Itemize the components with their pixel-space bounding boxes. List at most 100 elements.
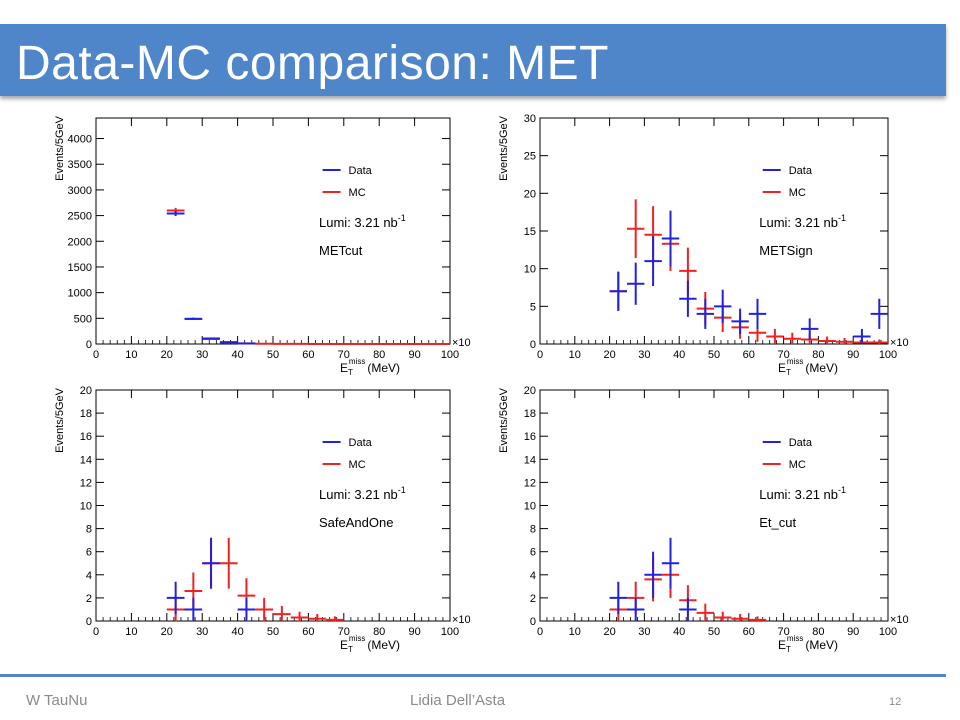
charts-area: 0 10 20 30 40 50 60 70 80 90 100050010001500200025… xyxy=(54,113,909,654)
series-data xyxy=(166,210,256,345)
lumi-superscript: -1 xyxy=(838,213,846,223)
y-tick-label: 4 xyxy=(86,570,92,582)
x-tick-label: 0 xyxy=(93,626,99,638)
x-tick-label: 0 xyxy=(537,349,543,361)
legend-label: Data xyxy=(789,437,813,449)
x-tick-label: 30 xyxy=(638,349,650,361)
y-tick-label: 0 xyxy=(86,339,92,351)
y-tick-label: 20 xyxy=(524,385,536,397)
x-multiplier: ×10 xyxy=(890,614,909,626)
y-tick-label: 8 xyxy=(530,524,536,536)
x-tick-label: 70 xyxy=(777,349,789,361)
x-axis-label: ETmiss (MeV) xyxy=(778,634,838,654)
x-axis-label-sup: miss xyxy=(787,634,803,643)
y-tick-label: 14 xyxy=(80,454,92,466)
y-tick-label: 12 xyxy=(524,477,536,489)
x-tick-label: 60 xyxy=(743,626,755,638)
x-tick-label: 90 xyxy=(408,349,420,361)
y-tick-label: 25 xyxy=(524,151,536,163)
x-tick-label: 50 xyxy=(267,349,279,361)
legend-label: Data xyxy=(349,437,373,449)
y-tick-label: 12 xyxy=(80,477,92,489)
x-multiplier: ×10 xyxy=(890,337,909,349)
y-tick-label: 14 xyxy=(524,454,536,466)
y-tick-label: 15 xyxy=(524,226,536,238)
x-tick-label: 10 xyxy=(125,349,137,361)
legend-label: Data xyxy=(789,165,813,177)
y-tick-label: 2 xyxy=(86,593,92,605)
x-tick-label: 10 xyxy=(569,626,581,638)
y-tick-label: 10 xyxy=(80,501,92,513)
x-tick-label: 0 xyxy=(93,349,99,361)
x-tick-label: 100 xyxy=(879,349,897,361)
legend-label: MC xyxy=(349,187,366,199)
lumi-annotation: Lumi: 3.21 nb-1 xyxy=(319,485,406,502)
x-multiplier: ×10 xyxy=(452,337,471,349)
x-tick-label: 10 xyxy=(569,349,581,361)
x-tick-label: 90 xyxy=(847,626,859,638)
footer-left: W TauNu xyxy=(26,692,88,709)
y-tick-label: 30 xyxy=(524,113,536,125)
series-data xyxy=(609,537,697,621)
legend-label: MC xyxy=(789,187,806,199)
x-axis-label: ETmiss (MeV) xyxy=(778,357,838,377)
x-tick-label: 40 xyxy=(673,626,685,638)
x-tick-label: 80 xyxy=(373,349,385,361)
y-tick-label: 20 xyxy=(80,385,92,397)
x-tick-label: 80 xyxy=(812,626,824,638)
x-tick-label: 40 xyxy=(231,626,243,638)
x-tick-label: 60 xyxy=(302,626,314,638)
x-tick-label: 30 xyxy=(196,349,208,361)
plot-frame xyxy=(539,117,889,345)
x-tick-label: 30 xyxy=(196,626,208,638)
y-tick-label: 8 xyxy=(86,524,92,536)
x-axis-label-sub: T xyxy=(786,368,791,377)
x-tick-label: 50 xyxy=(708,626,720,638)
x-tick-label: 50 xyxy=(708,349,720,361)
selection-annotation: METSign xyxy=(759,243,812,258)
x-tick-label: 10 xyxy=(125,626,137,638)
x-tick-label: 100 xyxy=(441,349,459,361)
x-tick-label: 90 xyxy=(408,626,420,638)
lumi-annotation: Lumi: 3.21 nb-1 xyxy=(759,213,846,230)
x-axis-label-unit: (MeV) xyxy=(367,361,400,375)
x-axis-label: ETmiss (MeV) xyxy=(340,357,400,377)
y-tick-label: 4 xyxy=(530,570,536,582)
y-tick-label: 5 xyxy=(530,301,536,313)
x-tick-label: 90 xyxy=(847,349,859,361)
x-axis-label-unit: (MeV) xyxy=(367,638,400,652)
selection-annotation: Et_cut xyxy=(759,515,796,530)
chart-panel-4: 0 10 20 30 40 50 60 70 80 90 100 0 2 4 6 8 10 12 14 16 18 20 E… xyxy=(498,385,909,654)
y-tick-label: 2500 xyxy=(68,211,92,223)
plot-frame xyxy=(539,389,889,622)
lumi-annotation: Lumi: 3.21 nb-1 xyxy=(759,485,846,502)
y-tick-label: 2 xyxy=(530,593,536,605)
x-tick-label: 80 xyxy=(373,626,385,638)
y-tick-label: 18 xyxy=(524,408,536,420)
y-axis-label: Events/5GeV xyxy=(54,387,66,452)
footer-divider xyxy=(0,674,946,677)
plot-frame xyxy=(95,117,451,345)
x-tick-label: 60 xyxy=(302,349,314,361)
selection-annotation: METcut xyxy=(319,243,363,258)
series-data xyxy=(166,537,256,621)
y-axis-label: Events/5GeV xyxy=(498,115,510,180)
y-tick-label: 1000 xyxy=(68,288,92,300)
y-tick-label: 16 xyxy=(80,431,92,443)
x-tick-label: 80 xyxy=(812,349,824,361)
plot-frame xyxy=(95,389,451,622)
y-tick-label: 6 xyxy=(530,547,536,559)
x-tick-label: 40 xyxy=(231,349,243,361)
chart-panel-1: 0 10 20 30 40 50 60 70 80 90 100050010001500200025… xyxy=(54,115,471,377)
x-axis-label-sub: T xyxy=(348,368,353,377)
x-tick-label: 70 xyxy=(338,626,350,638)
lumi-superscript: -1 xyxy=(838,485,846,495)
y-tick-label: 500 xyxy=(74,313,92,325)
x-axis-label-unit: (MeV) xyxy=(805,638,838,652)
y-tick-label: 6 xyxy=(86,547,92,559)
y-tick-label: 10 xyxy=(524,501,536,513)
y-tick-label: 3000 xyxy=(68,185,92,197)
y-tick-label: 20 xyxy=(524,188,536,200)
y-tick-label: 0 xyxy=(530,339,536,351)
page-number: 12 xyxy=(889,696,902,708)
